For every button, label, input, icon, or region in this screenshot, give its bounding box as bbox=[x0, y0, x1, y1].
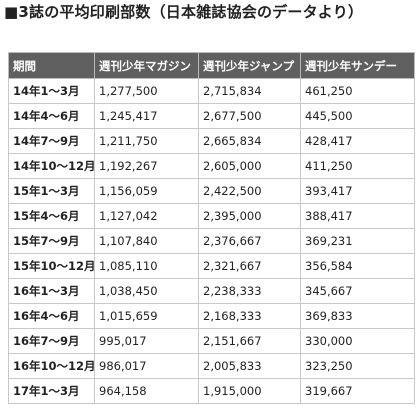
table-header: 期間 週刊少年マガジン 週刊少年ジャンプ 週刊少年サンデー bbox=[8, 52, 415, 79]
cell-magazine: 1,127,042 bbox=[94, 203, 199, 229]
cell-period: 15年7〜9月 bbox=[8, 228, 95, 254]
cell-jump: 2,715,834 bbox=[198, 78, 301, 104]
table-row: 16年10〜12月 986,017 2,005,833 323,250 bbox=[8, 353, 415, 379]
cell-period: 15年4〜6月 bbox=[8, 203, 95, 229]
cell-jump: 2,665,834 bbox=[198, 128, 301, 154]
header-jump: 週刊少年ジャンプ bbox=[198, 52, 301, 79]
cell-magazine: 1,277,500 bbox=[94, 78, 199, 104]
table-row: 17年1〜3月 964,158 1,915,000 319,667 bbox=[8, 378, 415, 404]
cell-magazine: 1,015,659 bbox=[94, 303, 199, 329]
cell-sunday: 356,584 bbox=[300, 253, 415, 279]
table-row: 15年1〜3月 1,156,059 2,422,500 393,417 bbox=[8, 178, 415, 204]
cell-magazine: 1,107,840 bbox=[94, 228, 199, 254]
cell-jump: 2,422,500 bbox=[198, 178, 301, 204]
cell-sunday: 411,250 bbox=[300, 153, 415, 179]
circulation-table-container: 期間 週刊少年マガジン 週刊少年ジャンプ 週刊少年サンデー 14年1〜3月 1,… bbox=[8, 52, 415, 404]
table-row: 15年10〜12月 1,085,110 2,321,667 356,584 bbox=[8, 253, 415, 279]
cell-jump: 2,238,333 bbox=[198, 278, 301, 304]
header-magazine: 週刊少年マガジン bbox=[94, 52, 199, 79]
cell-sunday: 330,000 bbox=[300, 328, 415, 354]
cell-period: 16年10〜12月 bbox=[8, 353, 95, 379]
cell-jump: 2,376,667 bbox=[198, 228, 301, 254]
cell-sunday: 345,667 bbox=[300, 278, 415, 304]
cell-jump: 2,321,667 bbox=[198, 253, 301, 279]
table-row: 16年1〜3月 1,038,450 2,238,333 345,667 bbox=[8, 278, 415, 304]
cell-magazine: 1,038,450 bbox=[94, 278, 199, 304]
cell-period: 16年4〜6月 bbox=[8, 303, 95, 329]
table-row: 14年7〜9月 1,211,750 2,665,834 428,417 bbox=[8, 128, 415, 154]
cell-sunday: 461,250 bbox=[300, 78, 415, 104]
cell-jump: 2,677,500 bbox=[198, 103, 301, 129]
table-row: 16年4〜6月 1,015,659 2,168,333 369,833 bbox=[8, 303, 415, 329]
cell-jump: 2,005,833 bbox=[198, 353, 301, 379]
cell-period: 14年1〜3月 bbox=[8, 78, 95, 104]
cell-jump: 2,605,000 bbox=[198, 153, 301, 179]
table-body: 14年1〜3月 1,277,500 2,715,834 461,250 14年4… bbox=[8, 78, 415, 404]
table-row: 15年4〜6月 1,127,042 2,395,000 388,417 bbox=[8, 203, 415, 229]
cell-magazine: 1,245,417 bbox=[94, 103, 199, 129]
cell-magazine: 1,156,059 bbox=[94, 178, 199, 204]
cell-period: 16年7〜9月 bbox=[8, 328, 95, 354]
header-sunday: 週刊少年サンデー bbox=[300, 52, 415, 79]
cell-magazine: 1,192,267 bbox=[94, 153, 199, 179]
table-row: 14年1〜3月 1,277,500 2,715,834 461,250 bbox=[8, 78, 415, 104]
table-row: 14年10〜12月 1,192,267 2,605,000 411,250 bbox=[8, 153, 415, 179]
cell-sunday: 319,667 bbox=[300, 378, 415, 404]
cell-magazine: 1,211,750 bbox=[94, 128, 199, 154]
table-row: 15年7〜9月 1,107,840 2,376,667 369,231 bbox=[8, 228, 415, 254]
cell-period: 16年1〜3月 bbox=[8, 278, 95, 304]
cell-sunday: 323,250 bbox=[300, 353, 415, 379]
cell-period: 14年10〜12月 bbox=[8, 153, 95, 179]
cell-sunday: 369,231 bbox=[300, 228, 415, 254]
circulation-table: 期間 週刊少年マガジン 週刊少年ジャンプ 週刊少年サンデー 14年1〜3月 1,… bbox=[8, 52, 415, 404]
table-row: 14年4〜6月 1,245,417 2,677,500 445,500 bbox=[8, 103, 415, 129]
cell-sunday: 388,417 bbox=[300, 203, 415, 229]
header-row: 期間 週刊少年マガジン 週刊少年ジャンプ 週刊少年サンデー bbox=[8, 52, 415, 79]
cell-sunday: 428,417 bbox=[300, 128, 415, 154]
cell-magazine: 1,085,110 bbox=[94, 253, 199, 279]
cell-magazine: 986,017 bbox=[94, 353, 199, 379]
cell-sunday: 369,833 bbox=[300, 303, 415, 329]
cell-magazine: 995,017 bbox=[94, 328, 199, 354]
cell-period: 15年10〜12月 bbox=[8, 253, 95, 279]
cell-sunday: 445,500 bbox=[300, 103, 415, 129]
cell-magazine: 964,158 bbox=[94, 378, 199, 404]
page-title: ■3誌の平均印刷部数（日本雑誌協会のデータより） bbox=[4, 3, 364, 21]
cell-period: 14年4〜6月 bbox=[8, 103, 95, 129]
cell-period: 15年1〜3月 bbox=[8, 178, 95, 204]
cell-jump: 2,168,333 bbox=[198, 303, 301, 329]
cell-jump: 2,151,667 bbox=[198, 328, 301, 354]
cell-sunday: 393,417 bbox=[300, 178, 415, 204]
header-period: 期間 bbox=[8, 52, 95, 79]
cell-jump: 1,915,000 bbox=[198, 378, 301, 404]
cell-jump: 2,395,000 bbox=[198, 203, 301, 229]
table-row: 16年7〜9月 995,017 2,151,667 330,000 bbox=[8, 328, 415, 354]
cell-period: 17年1〜3月 bbox=[8, 378, 95, 404]
cell-period: 14年7〜9月 bbox=[8, 128, 95, 154]
